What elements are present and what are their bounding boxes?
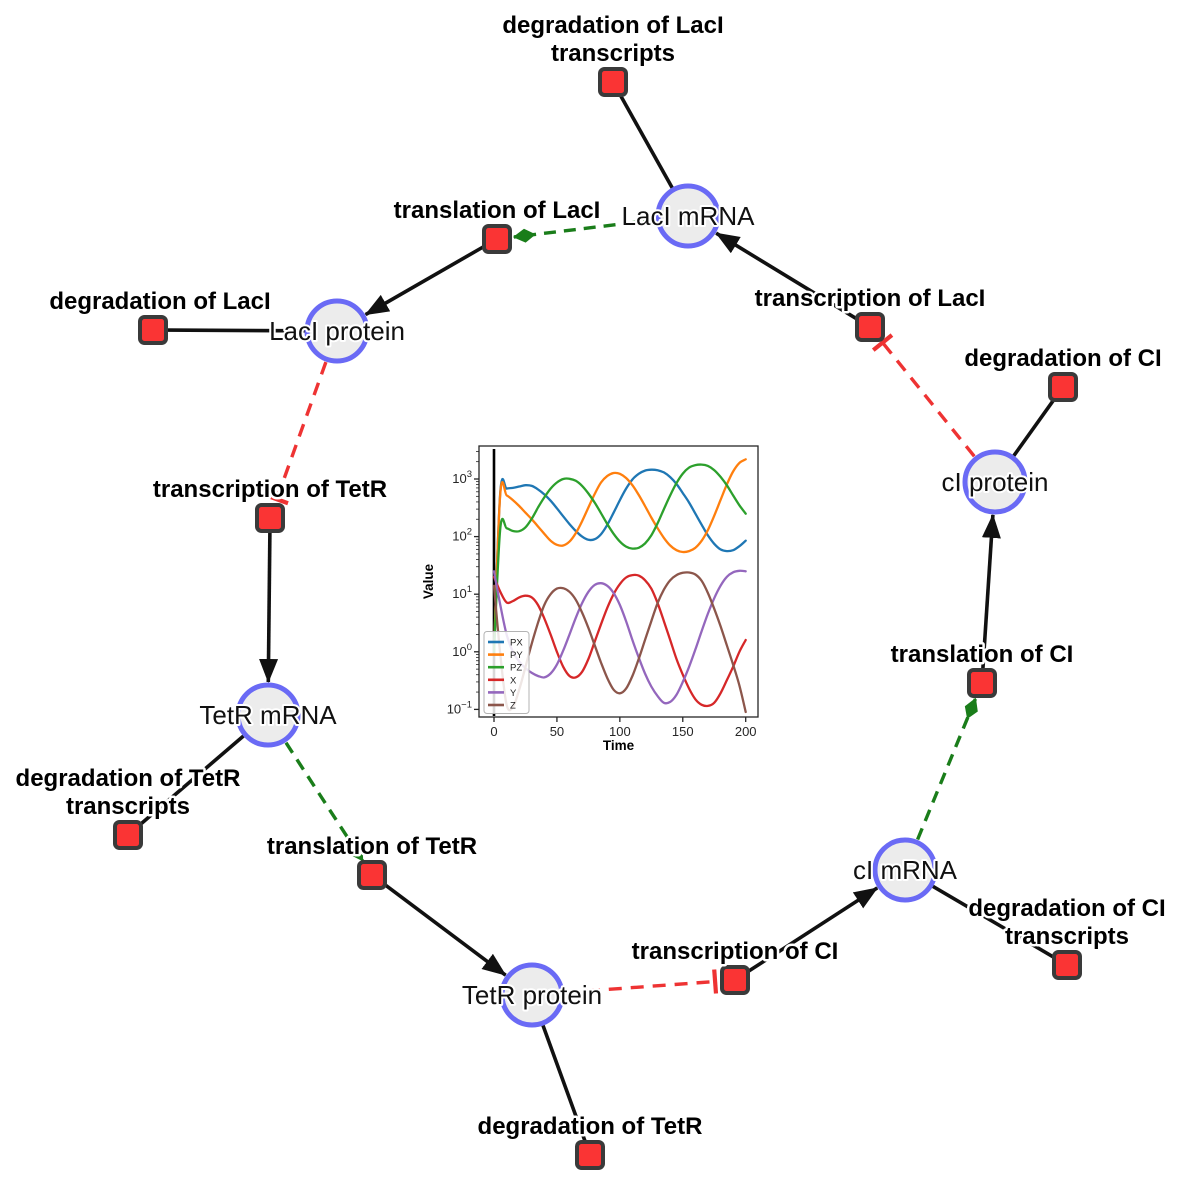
chart-y-tick-label: 10−1 [447, 699, 472, 716]
chart-y-axis-label: Value [421, 563, 436, 599]
reaction-label-deg_ci: degradation of CI [964, 345, 1161, 372]
species-node-ci_mrna [872, 837, 938, 903]
labels-layer: LacI mRNA LacI protein TetR mRNA TetR prote… [13, 10, 1168, 1143]
species-node-tetr_protein [499, 962, 565, 1028]
chart-y-tick-label: 101 [452, 584, 472, 601]
chart-y-tick-label: 100 [452, 642, 472, 659]
species-label-laci_mrna: LacI mRNA [622, 201, 756, 231]
reaction-label-transl_laci: translation of LacI [394, 197, 601, 224]
chart-legend-label-PX: PX [510, 638, 523, 649]
chart-x-tick-label: 150 [672, 724, 694, 739]
edge-inhibition-ci_protein-to-txn_laci [871, 333, 976, 458]
reaction-node-deg_laci [138, 315, 168, 345]
chart-x-tick-label: 200 [735, 724, 757, 739]
species-label-tetr_mrna: TetR mRNA [199, 700, 337, 730]
chart-x-axis-label: Time [603, 738, 635, 753]
edge-modifier-tetr_mrna-to-transl_tetr [284, 741, 365, 862]
reaction-node-deg_ci [1048, 372, 1078, 402]
edge-production-transl_laci-to-laci_protein [364, 243, 487, 317]
chart-series-PZ [492, 463, 747, 653]
edges-layer [136, 92, 1057, 1144]
edge-modifier-ci_mrna-to-transl_ci [916, 697, 978, 841]
species-label-laci_protein: LacI protein [269, 316, 405, 346]
chart-x-tick-label: 50 [550, 724, 564, 739]
reaction-label-txn_tetr: transcription of TetR [153, 476, 387, 503]
reaction-label-txn_ci: transcription of CI [632, 938, 839, 965]
reaction-node-txn_tetr [255, 503, 285, 533]
species-node-ci_protein [962, 449, 1028, 515]
reaction-node-transl_tetr [357, 860, 387, 890]
edge-production-txn_ci-to-ci_mrna [744, 886, 879, 975]
chart-series-Y [492, 569, 747, 705]
species-label-ci_mrna: cI mRNA [853, 855, 958, 885]
edge-inhibition-tetr_protein-to-txn_ci [564, 969, 719, 995]
chart-legend-label-Y: Y [510, 688, 517, 699]
chart-series-X [492, 573, 747, 708]
chart-series-Z [492, 571, 747, 714]
edge-production-txn_laci-to-laci_mrna [715, 231, 860, 322]
chart-x-tick-label: 100 [609, 724, 631, 739]
reaction-label-deg_ci_tx-line2: transcripts [1005, 923, 1129, 950]
chart-curves [492, 458, 747, 714]
chart-legend-label-PY: PY [510, 650, 523, 661]
edge-production-transl_ci-to-ci_protein [981, 513, 1001, 671]
edge-consumption-ci_mrna-to-deg_ci_tx [929, 883, 1057, 960]
reaction-label-deg_laci_tx-line1: degradation of LacI [502, 12, 723, 39]
chart-legend-label-PZ: PZ [510, 663, 522, 674]
species-node-tetr_mrna [235, 682, 301, 748]
reaction-node-deg_laci_tx [598, 67, 628, 97]
reaction-label-deg_tetr_tx-line2: transcripts [66, 793, 190, 820]
edge-consumption-laci_protein-to-deg_laci [165, 328, 308, 333]
edge-consumption-ci_protein-to-deg_ci [1011, 396, 1057, 459]
edge-production-txn_tetr-to-tetr_mrna [259, 530, 279, 683]
nodes-layer [113, 67, 1082, 1170]
reaction-node-deg_ci_tx [1052, 950, 1082, 980]
reaction-label-transl_ci: translation of CI [891, 641, 1074, 668]
chart-y-tick-label: 103 [452, 469, 472, 486]
chart-x-tick-label: 0 [490, 724, 497, 739]
species-label-ci_protein: cI protein [942, 467, 1049, 497]
edge-modifier-laci_mrna-to-transl_laci [512, 218, 656, 243]
chart-y-tick-label: 102 [452, 527, 472, 544]
reaction-label-deg_tetr_tx-line1: degradation of TetR [16, 765, 241, 792]
edge-inhibition-laci_protein-to-txn_tetr [264, 361, 328, 506]
reaction-label-deg_laci: degradation of LacI [49, 288, 270, 315]
reaction-label-deg_tetr: degradation of TetR [478, 1113, 703, 1140]
edge-consumption-laci_mrna-to-deg_laci_tx [617, 92, 675, 191]
reaction-label-deg_ci_tx-line1: degradation of CI [968, 895, 1165, 922]
reaction-label-txn_laci: transcription of LacI [755, 285, 986, 312]
chart-series-PX [492, 468, 747, 653]
chart-frame [478, 445, 759, 718]
reaction-label-transl_tetr: translation of TetR [267, 833, 477, 860]
reaction-node-transl_ci [967, 668, 997, 698]
species-node-laci_protein [304, 298, 370, 364]
reaction-node-txn_ci [720, 965, 750, 995]
reaction-node-deg_tetr [575, 1140, 605, 1170]
reaction-label-deg_laci_tx-line2: transcripts [551, 40, 675, 67]
edge-consumption-tetr_protein-to-deg_tetr [540, 1022, 588, 1144]
chart-series-PY [492, 458, 747, 653]
chart-legend-label-Z: Z [510, 701, 516, 712]
edge-consumption-tetr_mrna-to-deg_tetr_tx [136, 733, 247, 828]
species-label-tetr_protein: TetR protein [462, 980, 602, 1010]
edge-production-transl_tetr-to-tetr_protein [381, 881, 507, 977]
reaction-node-deg_tetr_tx [113, 820, 143, 850]
reaction-node-transl_laci [482, 224, 512, 254]
reaction-node-txn_laci [855, 312, 885, 342]
chart-legend-label-X: X [510, 675, 517, 686]
species-node-laci_mrna [655, 183, 721, 249]
